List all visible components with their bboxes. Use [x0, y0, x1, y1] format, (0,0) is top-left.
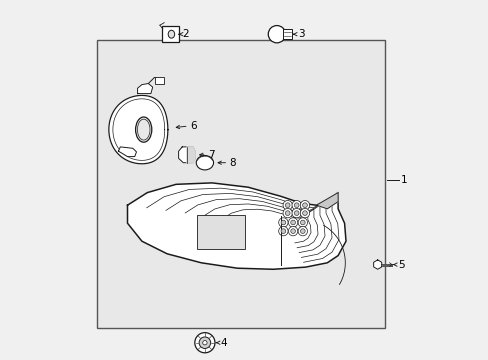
- Text: 2: 2: [182, 29, 189, 39]
- Circle shape: [300, 208, 309, 218]
- Polygon shape: [127, 183, 346, 269]
- FancyBboxPatch shape: [283, 29, 291, 39]
- Circle shape: [278, 226, 287, 236]
- Ellipse shape: [135, 117, 151, 142]
- Text: 6: 6: [189, 121, 196, 131]
- Circle shape: [285, 211, 289, 215]
- Text: 1: 1: [400, 175, 406, 185]
- Ellipse shape: [137, 119, 150, 140]
- Circle shape: [291, 201, 301, 210]
- Text: 8: 8: [229, 158, 236, 168]
- FancyBboxPatch shape: [162, 26, 179, 42]
- Circle shape: [203, 341, 206, 345]
- FancyBboxPatch shape: [155, 77, 163, 84]
- Text: 4: 4: [220, 338, 226, 348]
- Circle shape: [298, 226, 307, 236]
- Polygon shape: [373, 260, 381, 269]
- Polygon shape: [316, 193, 337, 209]
- Text: 5: 5: [398, 260, 405, 270]
- Circle shape: [281, 229, 285, 234]
- Circle shape: [294, 211, 299, 215]
- Polygon shape: [137, 84, 152, 94]
- Circle shape: [288, 218, 297, 227]
- FancyBboxPatch shape: [97, 40, 384, 328]
- Circle shape: [285, 203, 289, 207]
- Circle shape: [278, 218, 287, 227]
- Circle shape: [298, 218, 307, 227]
- Text: 7: 7: [207, 150, 214, 160]
- Polygon shape: [118, 147, 136, 157]
- Circle shape: [300, 220, 305, 225]
- Circle shape: [290, 229, 295, 234]
- Polygon shape: [178, 147, 195, 163]
- Ellipse shape: [168, 30, 174, 38]
- Circle shape: [294, 203, 299, 207]
- Circle shape: [281, 220, 285, 225]
- Ellipse shape: [196, 156, 213, 170]
- Circle shape: [300, 201, 309, 210]
- Circle shape: [283, 208, 292, 218]
- Circle shape: [283, 201, 292, 210]
- Circle shape: [300, 229, 305, 234]
- Circle shape: [268, 26, 285, 43]
- Circle shape: [288, 226, 297, 236]
- Circle shape: [302, 203, 306, 207]
- Polygon shape: [186, 147, 195, 163]
- Circle shape: [290, 220, 295, 225]
- Circle shape: [291, 208, 301, 218]
- Text: 3: 3: [297, 29, 304, 39]
- FancyBboxPatch shape: [197, 215, 244, 249]
- Circle shape: [199, 337, 210, 348]
- Polygon shape: [109, 95, 167, 164]
- Circle shape: [302, 211, 306, 215]
- Circle shape: [194, 333, 215, 353]
